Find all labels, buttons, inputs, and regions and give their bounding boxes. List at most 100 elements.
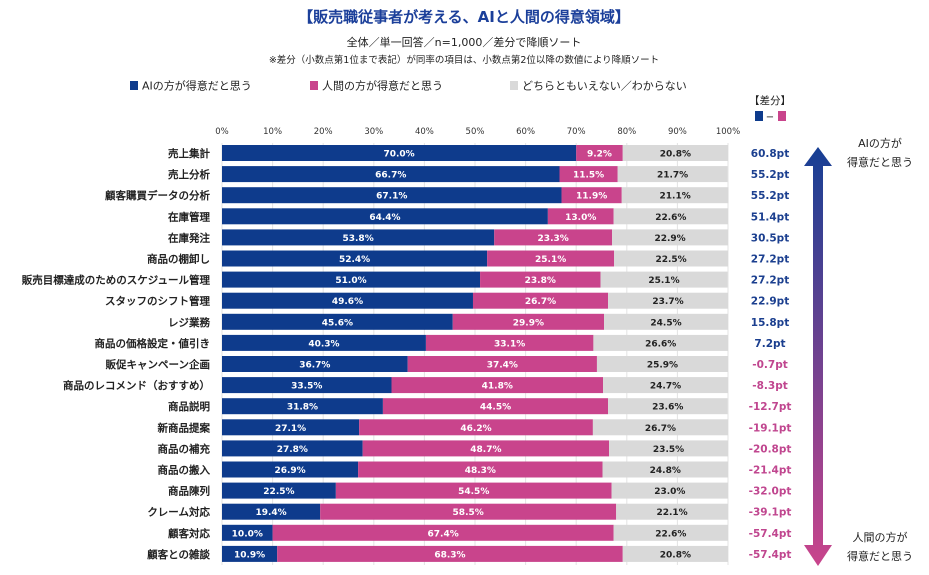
bar-segment [614,250,728,267]
legend-label: AIの方が得意だと思う [142,79,252,93]
diff-label: 27.2pt [751,275,789,287]
diff-label: -8.3pt [752,380,788,392]
bar-segment [621,187,729,204]
bar-segment [593,334,728,351]
diff-label: -0.7pt [752,359,788,371]
bar-segment [222,398,383,415]
data-label: 22.6% [655,213,686,223]
data-label: 33.1% [494,339,525,349]
bar-segment [602,461,728,478]
bar-segment [547,208,614,225]
bar-segment [596,356,728,372]
diff-label: -39.1pt [749,507,792,519]
data-label: 70.0% [383,150,414,160]
bar-row: 販売目標達成のためのスケジュール管理 51.0% 23.8% 25.1% 27.2pt [22,271,789,288]
bar-row: 商品の補充 27.8% 48.7% 23.5% -20.8pt [158,440,792,457]
diff-label: -32.0pt [749,486,792,498]
x-tick-label: 100% [716,127,740,137]
chart-note: ※差分（小数点第1位まで表記）が同率の項目は、小数点第2位以降の数値により降順ソ… [269,54,659,66]
data-label: 22.1% [656,508,687,518]
diff-label: -20.8pt [749,443,792,455]
data-label: 23.8% [525,276,556,286]
data-label: 36.7% [299,361,330,371]
bar-row: 商品説明 31.8% 44.5% 23.6% -12.7pt [168,398,792,415]
arrow-bottom-label-line2: 得意だと思う [847,549,913,563]
bar-segment [222,461,359,478]
bar-segment [222,292,473,309]
bar-segment [611,482,728,499]
bar-segment [407,356,597,372]
data-label: 48.7% [470,445,501,455]
bar-segment [222,229,495,246]
bar-segment [613,208,728,225]
bar-segment [335,482,612,499]
diff-label: -12.7pt [749,401,792,413]
data-label: 22.9% [654,234,685,244]
bar-segment [222,271,481,288]
data-label: 25.9% [647,361,678,371]
bar-segment [494,229,613,246]
bar-row: 販促キャンペーン企画 36.7% 37.4% 25.9% -0.7pt [106,356,788,372]
data-label: 20.8% [660,550,691,560]
diff-formula-human-swatch [778,111,786,121]
bar-segment [608,292,728,309]
bar-segment [277,545,623,562]
data-label: 29.9% [513,318,544,328]
legend-swatch [510,81,518,90]
bar-segment [222,334,426,351]
diff-label: 30.5pt [751,232,789,244]
data-label: 19.4% [255,508,286,518]
chart-title: 【販売職従事者が考える、AIと人間の得意領域】 [298,8,630,26]
category-label: 売上分析 [168,168,210,181]
bar-segment [622,145,728,161]
bar-row: 売上分析 66.7% 11.5% 21.7% 55.2pt [168,166,789,183]
data-label: 51.0% [335,276,366,286]
double-arrow-icon [804,147,832,566]
bar-segment [382,398,609,415]
x-tick-label: 90% [668,127,687,137]
data-label: 11.9% [576,192,607,202]
bar-segment [222,440,363,457]
data-label: 22.5% [655,255,686,265]
data-label: 67.1% [376,192,407,202]
data-label: 23.5% [653,445,684,455]
data-label: 10.0% [232,529,263,539]
data-label: 48.3% [465,466,496,476]
bar-segment [425,334,594,351]
category-label: 商品陳列 [168,485,210,498]
diff-label: 27.2pt [751,254,789,266]
x-tick-label: 30% [364,127,383,137]
category-label: 商品の搬入 [158,464,211,477]
bar-row: レジ業務 45.6% 29.9% 24.5% 15.8pt [168,313,789,330]
bar-row: クレーム対応 19.4% 58.5% 22.1% -39.1pt [147,503,792,520]
data-label: 44.5% [480,403,511,413]
x-tick-label: 50% [466,127,485,137]
bar-segment [222,250,488,267]
data-label: 33.5% [291,382,322,392]
data-label: 41.8% [482,382,513,392]
data-label: 25.1% [648,276,679,286]
data-label: 37.4% [487,361,518,371]
category-label: 顧客との雑談 [147,548,210,561]
diff-label: 55.2pt [751,190,789,202]
bar-segment [480,271,601,288]
x-axis-ticks: 0% 10% 20% 30% 40% 50% 60% 70% 80% 90% 100% [215,127,740,137]
category-label: 売上集計 [168,147,210,160]
bar-row: 新商品提案 27.1% 46.2% 26.7% -19.1pt [158,419,791,436]
category-label: 商品のレコメンド（おすすめ） [63,379,210,392]
category-label: 商品の補充 [158,442,211,455]
category-label: スタッフのシフト管理 [105,295,210,308]
arrow-bottom-label-line1: 人間の方が [853,530,908,544]
data-label: 22.6% [655,529,686,539]
diff-label: -57.4pt [749,528,792,540]
arrow-top-label-line2: 得意だと思う [847,155,913,169]
bar-segment [608,398,728,415]
direction-arrow [804,147,832,566]
bar-segment [559,166,618,183]
data-label: 31.8% [287,403,318,413]
bar-segment [222,145,577,161]
data-label: 68.3% [434,550,465,560]
bar-row: 売上集計 70.0% 9.2% 20.8% 60.8pt [168,145,789,161]
bar-row: 在庫発注 53.8% 23.3% 22.9% 30.5pt [168,229,789,246]
